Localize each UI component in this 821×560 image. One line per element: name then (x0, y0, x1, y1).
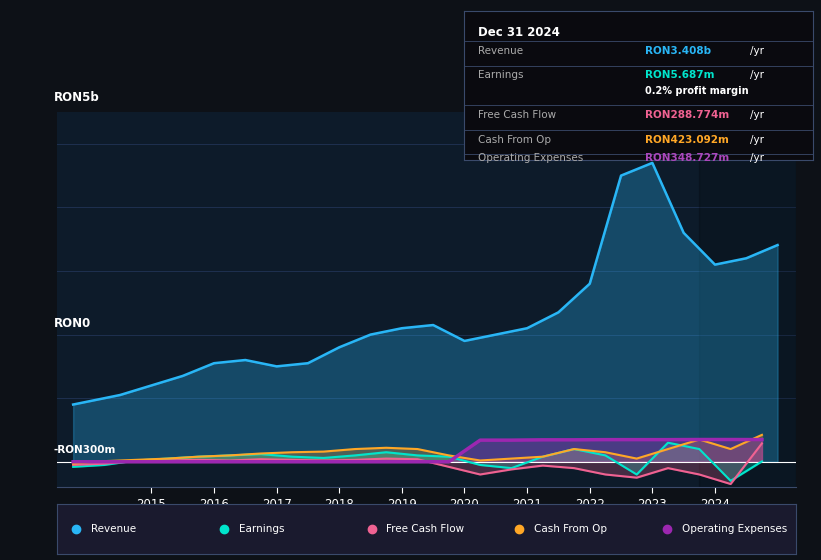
Text: /yr: /yr (750, 152, 764, 162)
Text: Free Cash Flow: Free Cash Flow (478, 110, 556, 120)
Text: Cash From Op: Cash From Op (478, 136, 551, 145)
Text: /yr: /yr (750, 70, 764, 80)
Text: RON423.092m: RON423.092m (645, 136, 729, 145)
Text: RON5.687m: RON5.687m (645, 70, 715, 80)
Text: Dec 31 2024: Dec 31 2024 (478, 26, 560, 39)
Text: RON3.408b: RON3.408b (645, 46, 712, 56)
Text: RON348.727m: RON348.727m (645, 152, 730, 162)
Text: Earnings: Earnings (239, 524, 284, 534)
Bar (699, 112, 796, 487)
Text: /yr: /yr (750, 110, 764, 120)
Text: Earnings: Earnings (478, 70, 523, 80)
Text: Revenue: Revenue (91, 524, 135, 534)
Text: /yr: /yr (750, 136, 764, 145)
Text: 0.2% profit margin: 0.2% profit margin (645, 86, 749, 96)
Text: RON5b: RON5b (54, 91, 99, 105)
Text: /yr: /yr (750, 46, 764, 56)
Text: RON288.774m: RON288.774m (645, 110, 730, 120)
Text: -RON300m: -RON300m (54, 445, 116, 455)
Text: Operating Expenses: Operating Expenses (682, 524, 787, 534)
Text: Operating Expenses: Operating Expenses (478, 152, 583, 162)
Text: Free Cash Flow: Free Cash Flow (387, 524, 465, 534)
Text: Cash From Op: Cash From Op (534, 524, 607, 534)
Text: Revenue: Revenue (478, 46, 523, 56)
Text: RON0: RON0 (54, 318, 91, 330)
